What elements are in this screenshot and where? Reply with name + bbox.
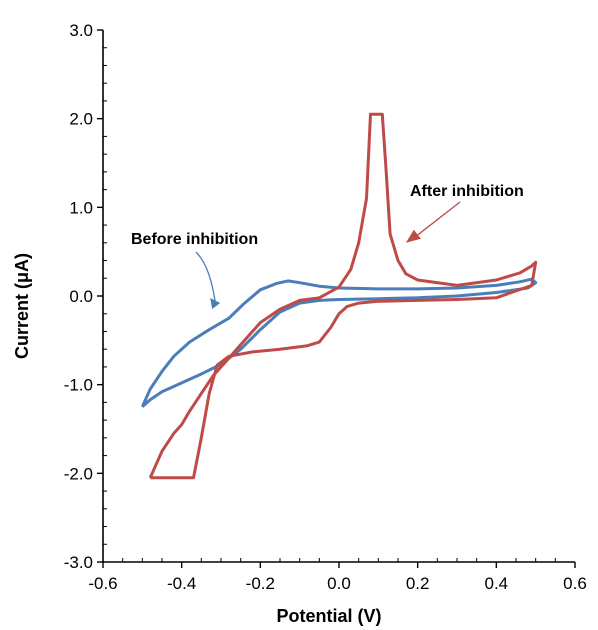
x-axis-title: Potential (V): [276, 606, 381, 626]
y-tick-label: 3.0: [69, 21, 93, 40]
x-tick-label: -0.6: [88, 574, 117, 593]
ticks-layer: 3.0 2.0 1.0 0.0 -1.0 -2.0 -3.0 -0.6 -0.4 -0.2 0.0 0…: [64, 21, 587, 593]
y-tick-label: 1.0: [69, 198, 93, 217]
x-tick-label: 0.4: [485, 574, 509, 593]
annotation-arrowhead-after: [405, 229, 421, 243]
series-layer: [140, 112, 538, 480]
annotation-arrow-after: [417, 201, 461, 236]
annotation-after-inhibition: After inhibition: [410, 183, 524, 200]
annotation-arrowhead-before: [210, 297, 221, 309]
x-tick-label: 0.6: [563, 574, 587, 593]
annotation-arrow-before: [195, 251, 216, 303]
y-tick-label: -2.0: [64, 464, 93, 483]
x-tick-label: -0.2: [246, 574, 275, 593]
x-tick-label: 0.2: [406, 574, 430, 593]
x-tick-label: -0.4: [167, 574, 196, 593]
y-tick-label: 2.0: [69, 110, 93, 129]
x-tick-label: 0.0: [327, 574, 351, 593]
y-tick-label: -3.0: [64, 553, 93, 572]
y-axis-title: Current (μA): [12, 253, 32, 359]
y-tick-label: -1.0: [64, 376, 93, 395]
series-line-after-inhibition: [148, 112, 538, 480]
annotations-layer: Before inhibition After inhibition: [131, 183, 524, 309]
y-tick-label: 0.0: [69, 287, 93, 306]
annotation-before-inhibition: Before inhibition: [131, 231, 258, 248]
series-line-before-inhibition: [140, 277, 538, 408]
